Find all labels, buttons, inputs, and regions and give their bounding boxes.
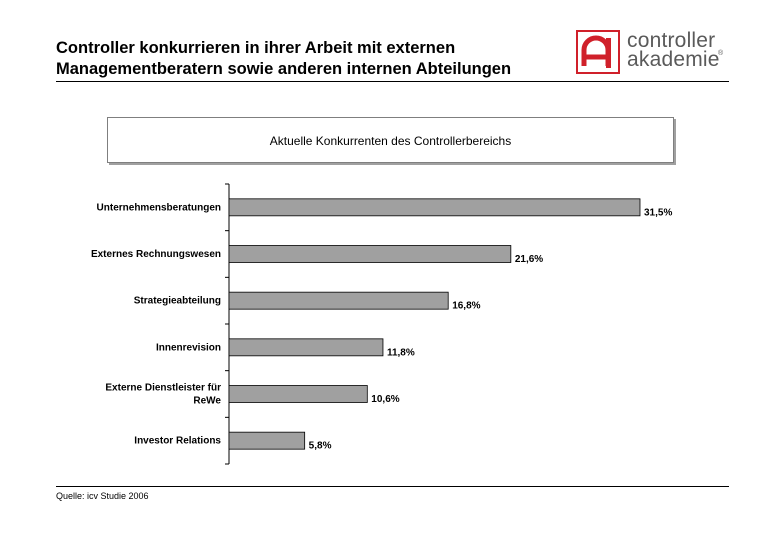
value-label-4: 11,8%	[387, 347, 415, 358]
value-label-2: 21,6%	[515, 254, 543, 265]
bar-5	[228, 385, 368, 403]
value-label-1: 31,5%	[644, 207, 672, 218]
bar-6	[228, 431, 306, 450]
bar-1	[228, 198, 641, 217]
value-label-6: 5,8%	[309, 441, 332, 452]
category-label-5-line1: Externe Dienstleister für	[105, 383, 221, 394]
chart-title-box: Aktuelle Konkurrenten des Controllerbere…	[107, 117, 674, 163]
value-label-5: 10,6%	[371, 394, 399, 405]
category-label-4: Innenrevision	[156, 342, 221, 353]
logo-text-line1: controller	[627, 29, 716, 52]
header-divider	[56, 81, 729, 82]
category-label-6: Investor Relations	[134, 436, 221, 447]
page-title: Controller konkurrieren in ihrer Arbeit …	[56, 38, 576, 80]
category-label-5-line2: ReWe	[193, 396, 221, 407]
chart-title: Aktuelle Konkurrenten des Controllerbere…	[269, 134, 512, 148]
category-label-1: Unternehmensberatungen	[97, 202, 221, 213]
logo-text: controller akademie	[627, 29, 720, 71]
bar-3	[228, 291, 449, 310]
page-title-line2: Managementberatern sowie anderen interne…	[56, 60, 512, 78]
controller-akademie-logo: controller akademie ®	[576, 30, 726, 76]
bar-4	[228, 338, 384, 357]
logo-text-line2: akademie	[627, 48, 720, 71]
source-note: Quelle: icv Studie 2006	[56, 491, 149, 501]
category-label-2: Externes Rechnungswesen	[91, 249, 221, 260]
bar-2	[228, 245, 512, 263]
value-label-3: 16,8%	[452, 301, 480, 312]
registered-mark: ®	[718, 50, 724, 57]
footer-divider	[56, 486, 729, 487]
page-title-line1: Controller konkurrieren in ihrer Arbeit …	[56, 39, 456, 57]
logo-mark-icon	[576, 30, 620, 74]
category-label-3: Strategieabteilung	[134, 296, 221, 307]
